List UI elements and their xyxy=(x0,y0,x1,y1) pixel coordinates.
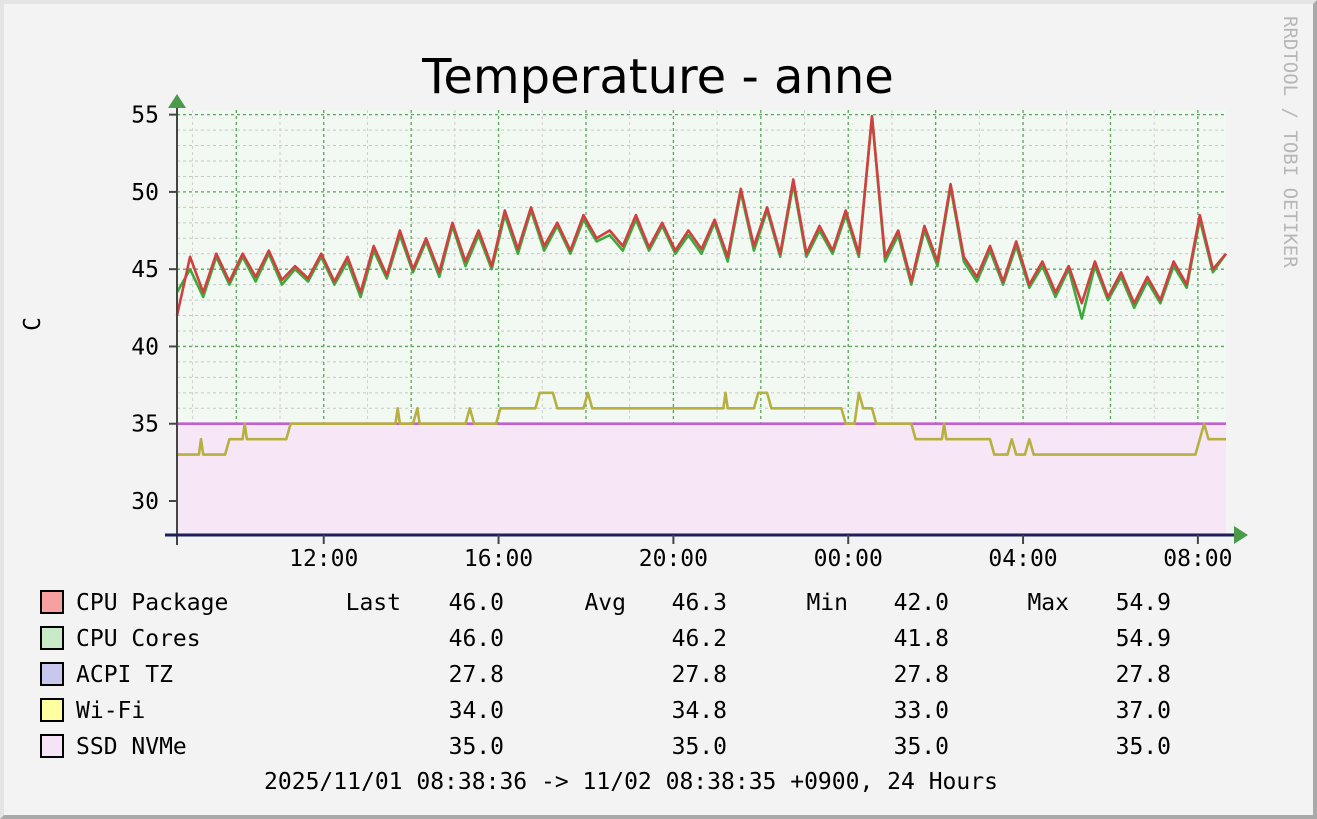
legend-value-max: 35.0 xyxy=(1116,734,1171,760)
ssd-area xyxy=(177,423,1226,535)
legend-value-last: 27.8 xyxy=(449,662,504,688)
legend-value-max: 37.0 xyxy=(1116,698,1171,724)
legend-value-min: 27.8 xyxy=(894,662,949,688)
legend-header-avg: Avg xyxy=(584,590,626,616)
legend-value-last: 46.0 xyxy=(449,626,504,652)
legend-value-min: 41.8 xyxy=(894,626,949,652)
x-axis-arrow xyxy=(1234,526,1248,544)
y-tick-label: 40 xyxy=(131,334,159,360)
footer-range: 2025/11/01 08:38:36 -> 11/02 08:38:35 +0… xyxy=(264,769,998,795)
chart-title: Temperature - anne xyxy=(421,49,894,105)
watermark: RRDTOOL / TOBI OETIKER xyxy=(1279,16,1301,268)
x-tick-label: 12:00 xyxy=(289,546,358,572)
legend-value-last: 46.0 xyxy=(449,590,504,616)
x-tick-label: 04:00 xyxy=(988,546,1057,572)
legend-value-avg: 35.0 xyxy=(672,734,727,760)
legend-name: ACPI TZ xyxy=(76,662,173,688)
legend-swatch xyxy=(40,590,64,614)
x-tick-label: 16:00 xyxy=(464,546,533,572)
y-tick-label: 30 xyxy=(131,489,159,515)
legend-value-min: 42.0 xyxy=(894,590,949,616)
series-line-cpu-package xyxy=(175,114,1227,316)
legend-value-last: 35.0 xyxy=(449,734,504,760)
legend-header-last: Last xyxy=(346,590,401,616)
legend-swatch xyxy=(40,662,64,686)
legend-value-avg: 27.8 xyxy=(672,662,727,688)
series-line-wi-fi xyxy=(177,391,1226,456)
y-tick-label: 50 xyxy=(131,180,159,206)
legend-header-min: Min xyxy=(806,590,848,616)
legend-name: CPU Package xyxy=(76,590,228,616)
x-tick-label: 00:00 xyxy=(814,546,883,572)
legend-swatch xyxy=(40,698,64,722)
legend-value-avg: 34.8 xyxy=(672,698,727,724)
legend-value-last: 34.0 xyxy=(449,698,504,724)
y-tick-label: 55 xyxy=(131,103,159,129)
legend-name: Wi-Fi xyxy=(76,698,145,724)
y-axis-label: C xyxy=(20,317,46,331)
legend-swatch xyxy=(40,626,64,650)
legend-name: SSD NVMe xyxy=(76,734,187,760)
x-tick-label: 20:00 xyxy=(639,546,708,572)
legend-value-max: 54.9 xyxy=(1116,626,1171,652)
legend-value-min: 35.0 xyxy=(894,734,949,760)
legend-value-min: 33.0 xyxy=(894,698,949,724)
legend-swatch xyxy=(40,734,64,758)
legend-name: CPU Cores xyxy=(76,626,201,652)
y-tick-label: 35 xyxy=(131,412,159,438)
y-axis-arrow xyxy=(168,94,186,108)
legend-value-max: 54.9 xyxy=(1116,590,1171,616)
y-tick-label: 45 xyxy=(131,257,159,283)
series-line-cpu-cores xyxy=(175,114,1228,320)
legend-header-max: Max xyxy=(1027,590,1069,616)
x-tick-label: 08:00 xyxy=(1163,546,1232,572)
legend-value-avg: 46.3 xyxy=(672,590,727,616)
legend-value-avg: 46.2 xyxy=(672,626,727,652)
legend-value-max: 27.8 xyxy=(1116,662,1171,688)
